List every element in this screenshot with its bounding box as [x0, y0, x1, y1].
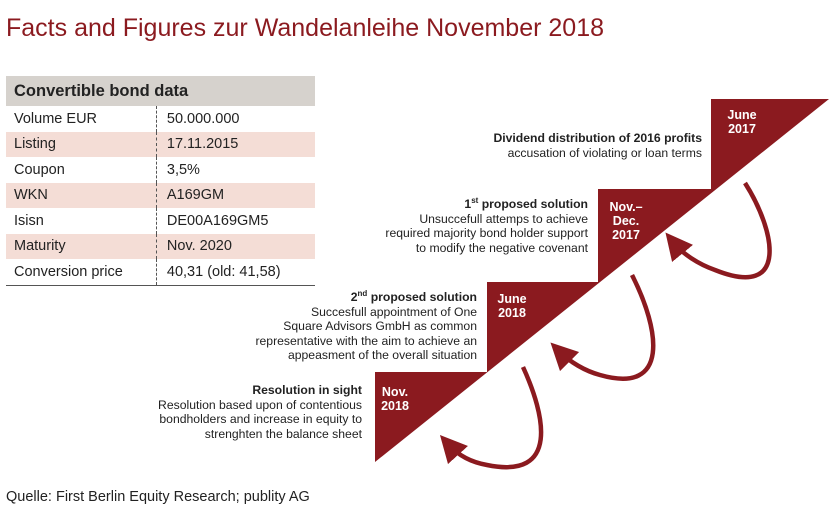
row-value: 50.000.000: [155, 106, 315, 132]
step-text-first-solution: 1st proposed solution Unsuccefull attemp…: [385, 194, 588, 255]
step-heading: 1st proposed solution: [385, 194, 588, 212]
step-date-text: June 2017: [727, 108, 757, 136]
step-text-second-solution: 2nd proposed solution Succesfull appoint…: [255, 287, 477, 363]
step-heading: Resolution in sight: [252, 383, 362, 397]
row-value: 3,5%: [155, 157, 315, 183]
step-date-june-2017: June 2017: [720, 108, 764, 136]
source-note: Quelle: First Berlin Equity Research; pu…: [6, 489, 310, 505]
heading-number: 1: [464, 197, 472, 212]
step-date-june-2018: June 2018: [492, 292, 532, 320]
row-value: 17.11.2015: [155, 131, 315, 157]
table-row: Volume EUR 50.000.000: [6, 106, 315, 132]
row-value: Nov. 2020: [155, 233, 315, 259]
step-text-resolution: Resolution in sight Resolution based upo…: [158, 383, 362, 441]
row-label: WKN: [6, 182, 157, 208]
row-value: 40,31 (old: 41,58): [155, 259, 315, 286]
curved-arrow-1: [439, 366, 544, 470]
step-date-text: Nov. 2018: [381, 385, 409, 413]
step-date-text: Nov.– Dec. 2017: [609, 200, 643, 242]
step-date-text: June 2018: [497, 292, 527, 320]
step-heading: 2nd proposed solution: [255, 287, 477, 305]
table-row: Listing 17.11.2015: [6, 131, 315, 157]
row-label: Conversion price: [6, 259, 157, 286]
page-title: Facts and Figures zur Wandelanleihe Nove…: [6, 14, 604, 42]
row-label: Isisn: [14, 212, 44, 229]
step-description: Resolution based upon of contentious bon…: [158, 397, 362, 441]
row-value: DE00A169GM5: [155, 208, 315, 234]
row-value: A169GM: [155, 182, 315, 208]
row-label: Volume EUR: [14, 110, 98, 127]
row-label: Coupon: [14, 161, 65, 178]
step-description: Succesfull appointment of One Square Adv…: [255, 304, 477, 363]
table-header: Convertible bond data: [6, 76, 315, 106]
curved-arrow-3: [665, 181, 772, 280]
table-row: Isisn DE00A169GM5: [6, 208, 315, 234]
row-label: Maturity: [6, 233, 157, 259]
row-label: Listing: [6, 131, 157, 157]
curved-arrow-2: [550, 273, 656, 381]
step-date-nov-dec-2017: Nov.– Dec. 2017: [606, 200, 646, 242]
step-description: accusation of violating or loan terms: [507, 145, 702, 160]
heading-number: 2: [350, 290, 358, 305]
table-row: Conversion price 40,31 (old: 41,58): [6, 259, 315, 286]
staircase-shape: [375, 99, 829, 462]
convertible-bond-table: Convertible bond data Volume EUR 50.000.…: [6, 76, 315, 286]
table-row: Coupon 3,5%: [6, 157, 315, 183]
heading-ordinal: nd: [357, 289, 368, 298]
step-description: Unsuccefull attemps to achieve required …: [385, 211, 588, 255]
table-row: WKN A169GM: [6, 182, 315, 208]
heading-rest: proposed solution: [478, 197, 588, 212]
heading-rest: proposed solution: [367, 290, 477, 305]
step-date-nov-2018: Nov. 2018: [377, 385, 413, 413]
step-heading: Dividend distribution of 2016 profits: [493, 131, 702, 145]
step-text-dividend: Dividend distribution of 2016 profits ac…: [493, 131, 702, 160]
heading-ordinal: st: [471, 196, 479, 205]
table-row: Maturity Nov. 2020: [6, 233, 315, 259]
